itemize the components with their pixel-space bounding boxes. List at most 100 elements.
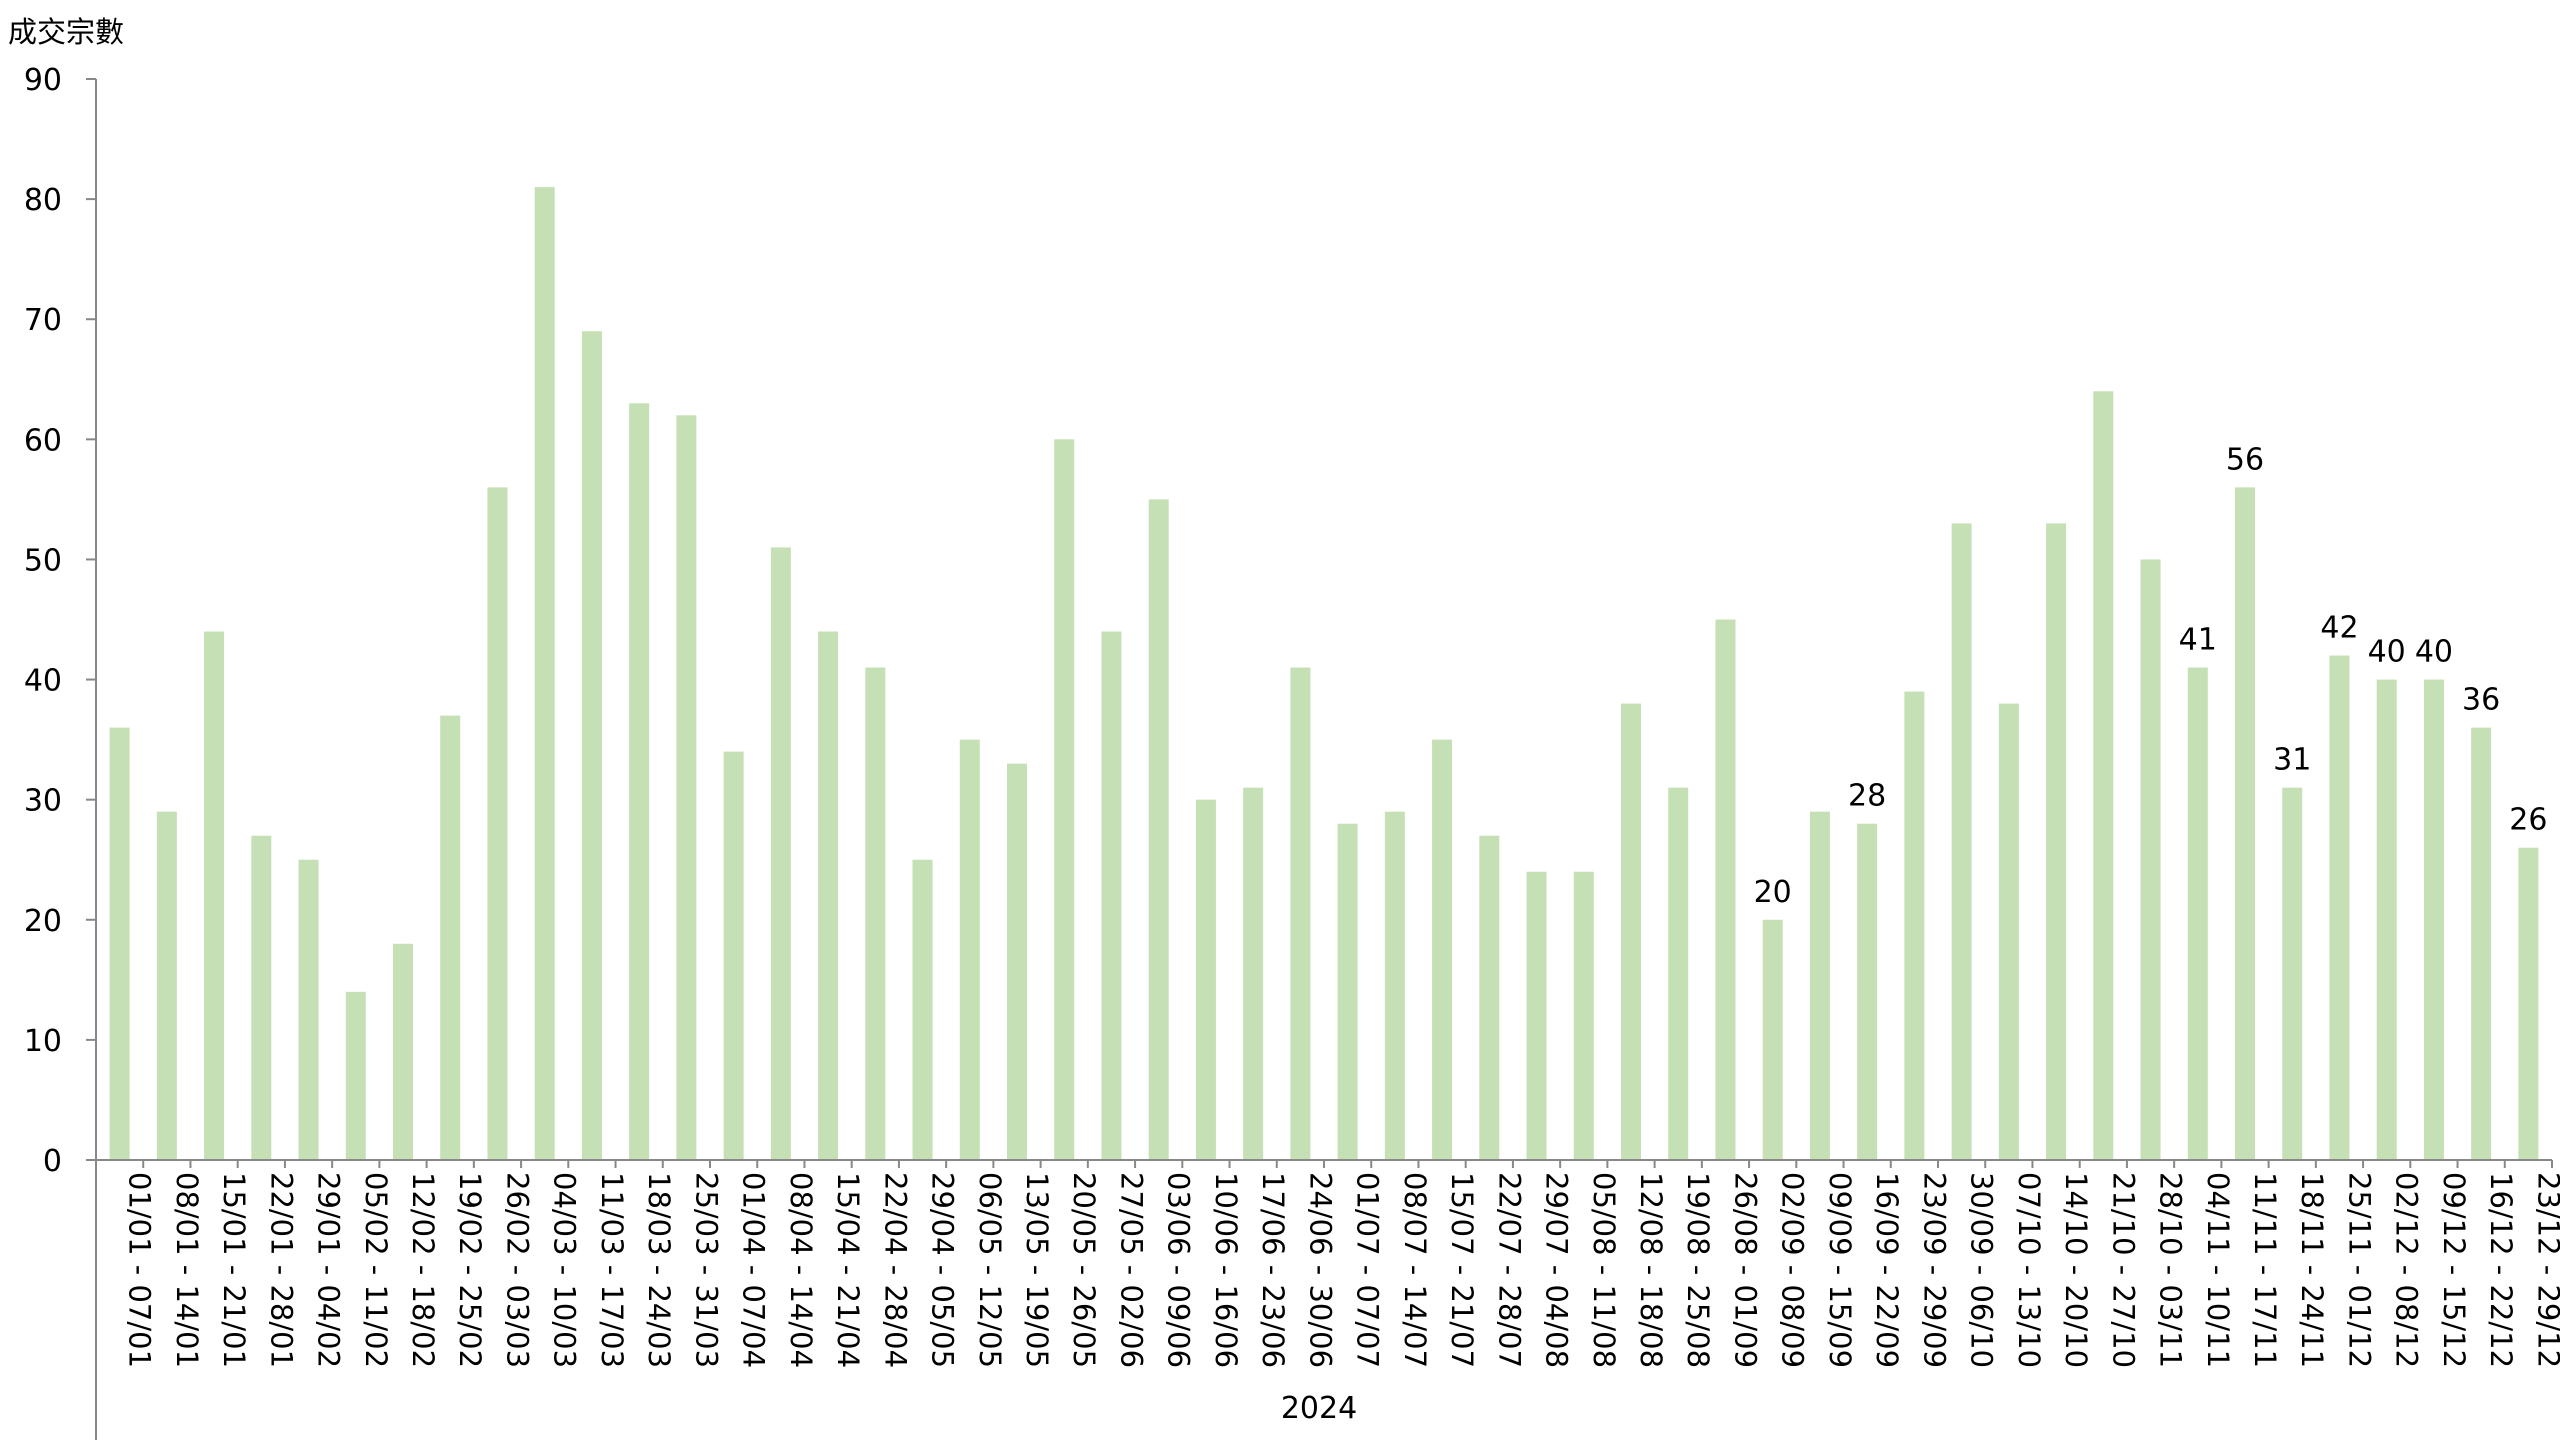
bar xyxy=(1432,739,1453,1160)
bar xyxy=(1904,691,1925,1160)
bar xyxy=(2282,787,2303,1160)
bar xyxy=(1195,799,1216,1160)
x-tick-label: 22/04 - 28/04 xyxy=(878,1172,912,1368)
data-label: 31 xyxy=(2273,743,2311,778)
x-tick-label: 25/11 - 01/12 xyxy=(2342,1172,2376,1368)
bar xyxy=(298,859,319,1160)
x-tick-label: 29/04 - 05/05 xyxy=(926,1172,960,1368)
bar xyxy=(581,331,602,1160)
x-tick-label: 28/10 - 03/11 xyxy=(2154,1172,2188,1368)
bar xyxy=(345,991,366,1160)
x-tick-label: 05/02 - 11/02 xyxy=(359,1172,393,1368)
bar xyxy=(912,859,933,1160)
bar xyxy=(1101,631,1122,1160)
x-tick-label: 16/12 - 22/12 xyxy=(2484,1172,2518,1368)
x-tick-label: 11/11 - 17/11 xyxy=(2248,1172,2282,1368)
x-tick-label: 03/06 - 09/06 xyxy=(1162,1172,1196,1368)
y-tick-label: 50 xyxy=(24,543,62,578)
bar xyxy=(1384,811,1405,1160)
x-tick-label: 07/10 - 13/10 xyxy=(2012,1172,2046,1368)
y-tick-label: 20 xyxy=(24,904,62,939)
bar xyxy=(2329,655,2350,1160)
data-labels: 20 28 41 56 31 42 40 40 36 26 xyxy=(1754,442,2548,909)
bar xyxy=(629,403,650,1160)
bar xyxy=(770,547,791,1160)
bar xyxy=(2471,727,2492,1160)
x-tick-label: 04/03 - 10/03 xyxy=(548,1172,582,1368)
x-tick-label: 08/07 - 14/07 xyxy=(1398,1172,1432,1368)
bar xyxy=(1762,919,1783,1160)
bar xyxy=(676,415,697,1160)
bar xyxy=(1951,523,1972,1160)
x-tick-label: 15/07 - 21/07 xyxy=(1445,1172,1479,1368)
bar xyxy=(1526,871,1547,1160)
x-tick-label: 12/08 - 18/08 xyxy=(1634,1172,1668,1368)
x-tick-label: 02/12 - 08/12 xyxy=(2390,1172,2424,1368)
x-tick-label: 01/07 - 07/07 xyxy=(1351,1172,1385,1368)
bar xyxy=(818,631,839,1160)
bar xyxy=(2093,391,2114,1160)
x-tick-label: 06/05 - 12/05 xyxy=(973,1172,1007,1368)
bar xyxy=(1573,871,1594,1160)
data-label: 28 xyxy=(1848,779,1886,814)
y-tick-label: 90 xyxy=(24,63,62,98)
x-tick-label: 24/06 - 30/06 xyxy=(1303,1172,1337,1368)
x-tick-label: 15/01 - 21/01 xyxy=(217,1172,251,1368)
x-tick-label: 13/05 - 19/05 xyxy=(1020,1172,1054,1368)
x-tick-label: 08/01 - 14/01 xyxy=(170,1172,204,1368)
x-tick-label: 26/02 - 03/03 xyxy=(500,1172,534,1368)
bar xyxy=(440,715,461,1160)
y-tick-label: 70 xyxy=(24,303,62,338)
bar xyxy=(1857,823,1878,1160)
x-axis: 01/01 - 07/01 08/01 - 14/01 15/01 - 21/01 2… xyxy=(95,1159,2560,1440)
bar xyxy=(1998,703,2019,1160)
bar xyxy=(723,751,744,1160)
y-axis: 0 10 20 30 40 50 60 70 80 90 xyxy=(24,63,97,1440)
x-tick-label: 12/02 - 18/02 xyxy=(406,1172,440,1368)
y-tick-label: 40 xyxy=(24,664,62,699)
bar xyxy=(1148,499,1169,1160)
x-tick-label: 29/01 - 04/02 xyxy=(312,1172,346,1368)
bar xyxy=(1290,667,1311,1160)
x-tick-label: 02/09 - 08/09 xyxy=(1776,1172,1810,1368)
bar xyxy=(251,835,272,1160)
x-tick-label: 15/04 - 21/04 xyxy=(831,1172,865,1368)
bar xyxy=(1243,787,1264,1160)
x-tick-label: 19/02 - 25/02 xyxy=(453,1172,487,1368)
x-tick-label: 04/11 - 10/11 xyxy=(2201,1172,2235,1368)
x-tick-label: 14/10 - 20/10 xyxy=(2059,1172,2093,1368)
y-tick-label: 80 xyxy=(24,183,62,218)
x-tick-label: 27/05 - 02/06 xyxy=(1114,1172,1148,1368)
bar xyxy=(2423,679,2444,1160)
x-tick-label: 16/09 - 22/09 xyxy=(1870,1172,1904,1368)
bar xyxy=(1668,787,1689,1160)
x-tick-label: 09/09 - 15/09 xyxy=(1823,1172,1857,1368)
x-tick-label: 25/03 - 31/03 xyxy=(689,1172,723,1368)
x-tick-label: 05/08 - 11/08 xyxy=(1587,1172,1621,1368)
x-tick-label: 23/12 - 29/12 xyxy=(2531,1172,2560,1368)
y-tick-label: 0 xyxy=(43,1144,62,1179)
x-tick-label: 21/10 - 27/10 xyxy=(2106,1172,2140,1368)
data-label: 56 xyxy=(2226,442,2264,477)
x-tick-label: 20/05 - 26/05 xyxy=(1067,1172,1101,1368)
x-tick-label: 17/06 - 23/06 xyxy=(1256,1172,1290,1368)
x-tick-label: 10/06 - 16/06 xyxy=(1209,1172,1243,1368)
data-label: 40 xyxy=(2368,635,2406,670)
bar xyxy=(534,187,555,1161)
bar xyxy=(2187,667,2208,1160)
data-label: 40 xyxy=(2415,635,2453,670)
bar xyxy=(393,943,413,1160)
bar xyxy=(1715,619,1736,1160)
x-tick-label: 26/08 - 01/09 xyxy=(1728,1172,1762,1368)
x-tick-label: 18/03 - 24/03 xyxy=(642,1172,676,1368)
bar xyxy=(1337,823,1358,1160)
data-label: 36 xyxy=(2462,683,2500,718)
bar xyxy=(1479,835,1500,1160)
y-tick-label: 60 xyxy=(24,423,62,458)
data-label: 26 xyxy=(2509,803,2547,838)
x-group-label: 2024 xyxy=(1281,1391,1357,1426)
bars xyxy=(109,187,2539,1161)
bar xyxy=(156,811,177,1160)
y-tick-label: 10 xyxy=(24,1024,62,1059)
data-label: 42 xyxy=(2320,611,2358,646)
